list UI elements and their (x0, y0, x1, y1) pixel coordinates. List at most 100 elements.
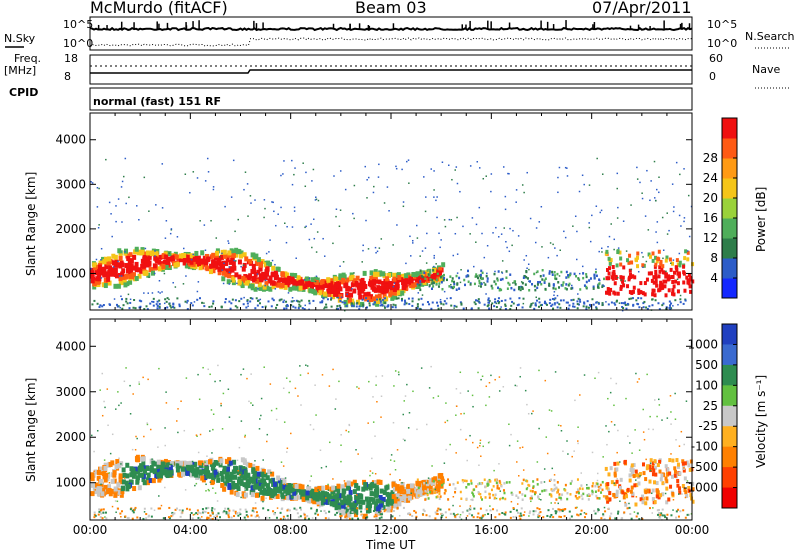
data-point (526, 267, 528, 269)
data-point (210, 409, 213, 411)
data-cell (683, 476, 687, 481)
data-point (373, 185, 375, 188)
data-point (525, 487, 528, 491)
data-point (672, 498, 675, 501)
data-point (494, 270, 496, 273)
ground-point (201, 301, 204, 304)
data-point (495, 478, 498, 482)
ground-point (178, 509, 181, 512)
data-point (138, 381, 140, 383)
data-point (511, 493, 514, 496)
data-cell (118, 255, 123, 261)
data-cell (90, 473, 95, 479)
data-point (436, 196, 438, 198)
data-cell (392, 272, 397, 278)
data-point (317, 489, 319, 491)
ground-point (306, 515, 309, 518)
data-point (248, 400, 250, 403)
data-cell (688, 467, 692, 472)
ground-point (512, 515, 515, 518)
ground-point (351, 304, 354, 307)
data-point (594, 270, 597, 274)
ground-point (157, 507, 160, 510)
ground-point (384, 301, 387, 304)
ground-point (267, 300, 270, 303)
data-cell (149, 465, 154, 471)
data-point (460, 269, 462, 271)
ground-point (174, 508, 177, 511)
ground-point (516, 304, 519, 307)
data-cell (290, 493, 295, 499)
data-point (123, 380, 126, 383)
data-point (376, 250, 379, 253)
data-point (527, 412, 530, 415)
data-point (587, 486, 590, 490)
power-heatmap (90, 157, 695, 312)
data-point (416, 489, 419, 493)
data-cell (226, 466, 231, 472)
data-point (240, 492, 243, 494)
data-cell (653, 500, 657, 505)
data-point (568, 282, 571, 286)
data-point (419, 288, 422, 292)
data-point (527, 263, 530, 265)
data-point (443, 290, 446, 293)
data-point (540, 205, 543, 208)
data-cell (103, 484, 108, 490)
ground-point (383, 306, 386, 309)
ground-point (125, 300, 128, 303)
data-point (543, 489, 546, 492)
data-cell (250, 485, 255, 491)
data-point (342, 261, 345, 263)
power-colorbar-tick-label: 12 (703, 231, 718, 245)
data-point (209, 481, 212, 483)
data-point (95, 258, 98, 261)
data-point (481, 498, 484, 501)
data-point (635, 496, 638, 498)
ground-point (568, 510, 571, 513)
data-point (554, 277, 557, 280)
data-point (528, 268, 530, 271)
ground-point (145, 513, 148, 516)
data-point (516, 503, 519, 505)
data-cell (615, 489, 619, 494)
ground-point (520, 514, 523, 517)
data-point (525, 276, 528, 279)
ground-point (419, 307, 422, 310)
data-point (490, 190, 492, 193)
data-cell (337, 507, 342, 513)
data-cell (348, 286, 353, 292)
data-point (653, 160, 656, 163)
velocity-heatmap (90, 364, 695, 521)
data-cell (203, 475, 208, 481)
ground-point (558, 510, 561, 513)
data-point (675, 161, 678, 164)
data-cell (359, 279, 364, 285)
data-point (394, 370, 397, 372)
data-point (635, 372, 637, 375)
velocity-colorbar-tick-label: -500 (691, 460, 718, 474)
data-cell (237, 274, 242, 280)
data-point (234, 230, 236, 233)
data-cell (349, 481, 354, 487)
ground-point (304, 517, 307, 520)
data-cell (283, 284, 288, 290)
data-point (588, 494, 591, 497)
data-point (516, 461, 518, 463)
data-cell (346, 480, 351, 486)
ground-point (190, 302, 193, 305)
data-cell (338, 294, 343, 300)
data-point (452, 254, 455, 257)
data-cell (436, 276, 441, 282)
data-cell (670, 275, 674, 280)
freq-unit: [MHz] (4, 64, 37, 77)
data-cell (656, 256, 660, 261)
data-cell (647, 271, 651, 276)
nave-tick-high: 60 (709, 52, 723, 65)
ground-point (520, 507, 523, 510)
ground-point (301, 307, 304, 310)
data-cell (668, 458, 672, 463)
ground-point (428, 515, 431, 518)
ground-point (327, 517, 330, 520)
data-cell (361, 486, 366, 492)
